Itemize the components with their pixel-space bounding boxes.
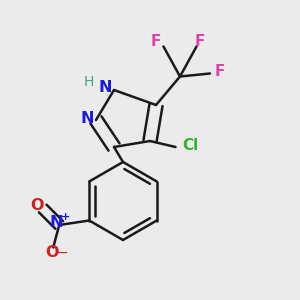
Text: F: F [194, 34, 205, 49]
Text: −: − [56, 246, 68, 260]
Text: O: O [45, 245, 58, 260]
Text: Cl: Cl [182, 138, 199, 153]
Text: F: F [151, 34, 161, 49]
Text: H: H [83, 76, 94, 89]
Text: F: F [214, 64, 225, 80]
Text: N: N [98, 80, 112, 94]
Text: N: N [50, 215, 63, 230]
Text: N: N [80, 111, 94, 126]
Text: +: + [61, 212, 70, 222]
Text: O: O [31, 198, 44, 213]
